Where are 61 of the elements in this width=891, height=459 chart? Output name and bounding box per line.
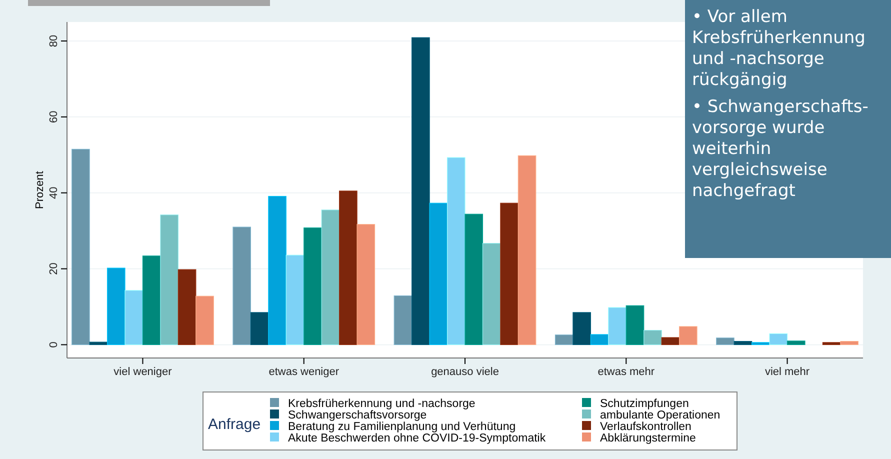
y-tick-label: 60 <box>48 110 60 124</box>
bar <box>250 312 269 346</box>
y-axis-title: Prozent <box>34 171 46 209</box>
bar <box>716 338 734 346</box>
bar <box>106 268 126 346</box>
bar <box>500 202 518 346</box>
x-tick-label: etwas weniger <box>268 366 340 378</box>
bar <box>321 210 340 346</box>
bar <box>608 307 626 346</box>
bar <box>286 254 304 346</box>
bar <box>339 190 358 346</box>
bar <box>72 148 90 346</box>
legend-label: Beratung zu Familienplanung und Verhütung <box>288 421 516 433</box>
bar <box>394 295 412 346</box>
bar <box>661 337 680 346</box>
bar <box>160 214 178 346</box>
legend-label: Akute Beschwerden ohne COVID-19-Symptomatik <box>288 432 546 444</box>
bar <box>786 340 806 346</box>
bar <box>124 290 144 346</box>
bar <box>89 342 108 346</box>
bar <box>429 202 448 346</box>
bar <box>304 227 322 346</box>
y-tick-label: 20 <box>48 262 60 275</box>
y-tick-label: 40 <box>48 186 60 199</box>
x-tick-label: viel mehr <box>764 366 810 378</box>
annotation: • Schwangerschafts-vorsorge wurde weiterhin vergleichsweise nachgefragt <box>692 97 868 201</box>
bar <box>178 269 196 346</box>
bar <box>356 224 376 346</box>
bar <box>679 326 698 346</box>
bar <box>412 37 430 346</box>
bar <box>482 243 501 346</box>
legend-label: Schutzimpfungen <box>600 398 689 410</box>
bar <box>590 334 609 346</box>
legend-label: Krebsfrüherkennung und -nachsorge <box>288 398 476 410</box>
x-tick-label: viel weniger <box>114 366 172 378</box>
bar <box>752 342 770 346</box>
y-tick-label: 0 <box>48 342 60 348</box>
bar <box>840 340 858 346</box>
bar <box>142 256 161 346</box>
bar <box>644 330 662 346</box>
bar <box>572 312 591 346</box>
legend-label: ambulante Operationen <box>600 410 720 422</box>
x-tick-label: etwas mehr <box>598 366 655 378</box>
legend-title: Anfrage <box>208 416 261 433</box>
bar <box>518 155 536 346</box>
legend-label: Abklärungstermine <box>600 432 696 444</box>
legend-label: Verlaufskontrollen <box>600 421 692 433</box>
bar <box>769 333 788 346</box>
bar <box>232 226 251 346</box>
bar <box>464 214 484 346</box>
bar <box>554 334 574 346</box>
bar <box>268 196 286 346</box>
bar <box>196 296 214 346</box>
bar <box>734 340 752 346</box>
x-tick-label: genauso viele <box>431 366 499 378</box>
legend-label: Schwangerschaftsvorsorge <box>288 410 427 422</box>
bar <box>446 157 466 346</box>
bar <box>822 342 841 346</box>
annotation: • Vor allem Krebsfrüherkennung und -nachsorge rückgängig <box>692 7 866 90</box>
bar <box>626 305 644 346</box>
y-tick-label: 80 <box>48 34 60 48</box>
